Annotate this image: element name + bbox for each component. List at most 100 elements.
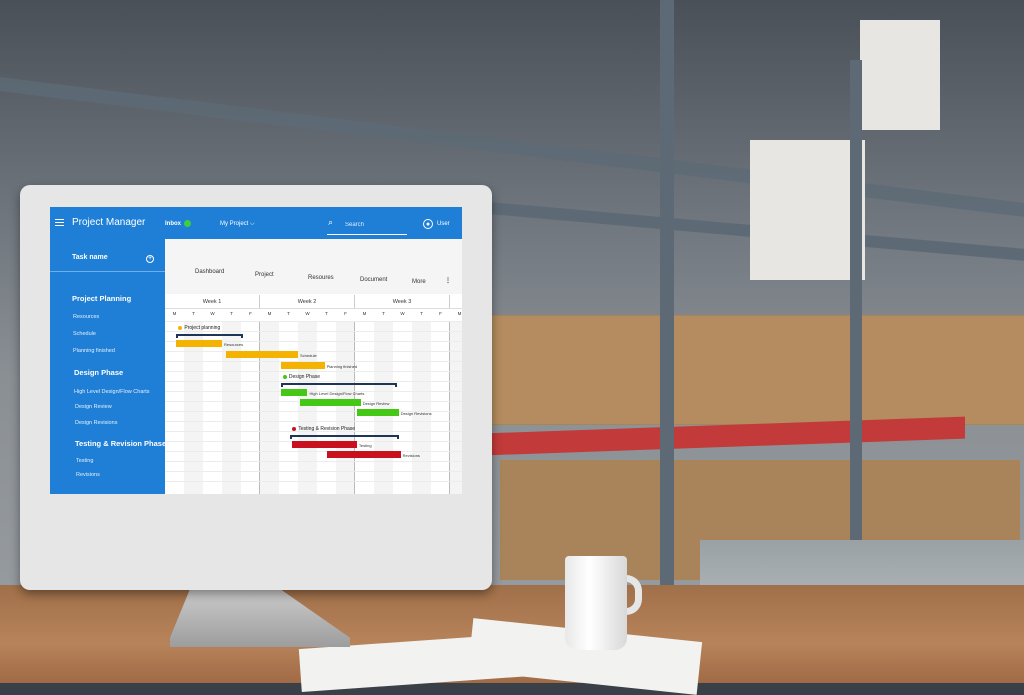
day-column [298, 321, 317, 494]
day-label: T [230, 311, 233, 316]
phase-dot-icon [178, 325, 183, 330]
divider [50, 271, 165, 272]
project-dropdown[interactable]: My Project ⌵ [220, 221, 255, 227]
task-bar[interactable] [280, 362, 325, 369]
week-header: Week 2 [260, 295, 355, 309]
week-header [450, 295, 462, 309]
task-bar-label: Design Review [362, 401, 390, 406]
task-bar-label: Testing [358, 443, 372, 448]
tab-resources[interactable]: Resoures [308, 275, 334, 281]
task-bar[interactable] [225, 351, 298, 358]
sidebar-item[interactable]: High Level Design/Flow Charts [74, 389, 150, 395]
day-label: F [439, 311, 442, 316]
day-column [279, 321, 298, 494]
day-column [431, 321, 450, 494]
user-label[interactable]: User [437, 221, 450, 227]
day-label: T [325, 311, 328, 316]
phase-label: Project planning [178, 325, 220, 331]
grid-row [165, 381, 462, 382]
grid-row [165, 431, 462, 432]
day-column [374, 321, 393, 494]
cardboard-boxes [485, 315, 1024, 425]
task-name-header: Task name [72, 254, 108, 261]
phase-dot-icon [292, 426, 297, 431]
tab-more[interactable]: More [412, 279, 426, 285]
day-label: W [305, 311, 310, 316]
phase-summary-bracket[interactable] [290, 435, 399, 439]
day-column [336, 321, 355, 494]
plus-circle-icon[interactable]: + [146, 255, 154, 263]
task-bar[interactable] [176, 340, 222, 347]
grid-row [165, 331, 462, 332]
task-bar-label: Design Revisions [400, 411, 432, 416]
day-column [412, 321, 431, 494]
tab-dashboard[interactable]: Dashboard [195, 269, 225, 275]
day-column [203, 321, 222, 494]
tab-document[interactable]: Document [360, 277, 388, 283]
phase-summary-bracket[interactable] [176, 334, 243, 338]
task-bar[interactable] [356, 409, 399, 416]
stacked-boxes [750, 140, 865, 280]
day-label: F [249, 311, 252, 316]
grid-row [165, 321, 462, 322]
day-column [393, 321, 412, 494]
task-bar-label: Resources [224, 342, 244, 347]
grid-row [165, 361, 462, 362]
menu-icon[interactable] [55, 219, 64, 226]
task-bar[interactable] [299, 399, 361, 406]
day-label: F [344, 311, 347, 316]
sidebar-item[interactable]: Testing [76, 458, 94, 464]
task-bar-label: High Level Design/Flow Charts [309, 391, 365, 396]
app-title: Project Manager [72, 217, 146, 228]
coffee-mug [565, 556, 627, 650]
phase-title: Testing & Revision Phase [298, 426, 356, 432]
inbox-label: Inbox [165, 221, 181, 228]
sidebar-group-title[interactable]: Testing & Revision Phase [75, 439, 167, 448]
day-column [184, 321, 203, 494]
sidebar-item[interactable]: Resources [73, 314, 100, 320]
sidebar-item[interactable]: Revisions [76, 472, 100, 478]
day-column [317, 321, 336, 494]
grid-row [165, 371, 462, 372]
grid-row [165, 451, 462, 452]
grid-row [165, 481, 462, 482]
phase-summary-bracket[interactable] [280, 383, 397, 387]
day-label: T [287, 311, 290, 316]
day-column [222, 321, 241, 494]
sidebar-item[interactable]: Design Review [75, 404, 112, 410]
grid-row [165, 391, 462, 392]
day-label: W [400, 311, 405, 316]
day-label: M [457, 311, 462, 316]
sidebar-item[interactable]: Design Revisions [75, 420, 118, 426]
phase-title: Design Phase [288, 374, 321, 380]
search-input[interactable]: Search [345, 222, 365, 228]
task-bar[interactable] [326, 451, 401, 458]
monitor-screen: Project Manager Task name + Project Plan… [50, 207, 462, 494]
inbox-badge [184, 220, 191, 227]
sidebar-item[interactable]: Schedule [73, 331, 96, 337]
inbox-link[interactable]: Inbox [165, 220, 191, 227]
stacked-boxes [860, 20, 940, 130]
day-label: M [362, 311, 367, 316]
day-label: M [267, 311, 272, 316]
tab-project[interactable]: Project [255, 272, 274, 278]
phase-label: Testing & Revision Phase [292, 426, 355, 432]
top-bar: Inbox My Project ⌵ ⌕ Search ● User [165, 207, 462, 239]
day-column [450, 321, 462, 494]
grid-row [165, 461, 462, 462]
grid-row [165, 411, 462, 412]
sidebar-item[interactable]: Planning finished [73, 348, 115, 354]
phase-dot-icon [282, 374, 287, 379]
search-icon[interactable]: ⌕ [328, 217, 334, 227]
user-icon[interactable]: ● [423, 219, 433, 229]
task-bar-label: Revisions [402, 453, 420, 458]
grid-row [165, 351, 462, 352]
sidebar-group-title[interactable]: Design Phase [74, 368, 124, 377]
more-options-icon[interactable]: ⋮ [445, 278, 451, 284]
day-label: T [192, 311, 195, 316]
task-bar[interactable] [292, 441, 357, 448]
task-bar[interactable] [280, 389, 308, 396]
sidebar-group-title[interactable]: Project Planning [72, 294, 132, 303]
day-column [241, 321, 260, 494]
phase-title: Project planning [184, 325, 221, 331]
